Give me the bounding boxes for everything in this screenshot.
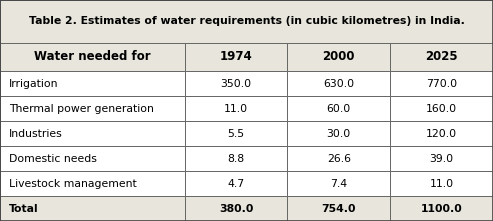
Bar [0, 196, 185, 221]
Bar [390, 71, 493, 96]
Bar [0, 96, 185, 121]
Text: 160.0: 160.0 [426, 104, 457, 114]
Text: Total: Total [9, 204, 38, 213]
Text: 770.0: 770.0 [426, 78, 457, 89]
Bar [390, 121, 493, 146]
Bar [0, 71, 185, 96]
Bar [287, 196, 390, 221]
Bar [390, 146, 493, 171]
Text: 5.5: 5.5 [228, 129, 245, 139]
Bar [390, 171, 493, 196]
Bar [390, 196, 493, 221]
Bar [185, 96, 287, 121]
Bar [287, 96, 390, 121]
Bar [185, 71, 287, 96]
Bar [185, 196, 287, 221]
Bar [390, 96, 493, 121]
Bar [287, 43, 390, 71]
Bar [287, 71, 390, 96]
Text: 630.0: 630.0 [323, 78, 354, 89]
Bar [390, 43, 493, 71]
Text: Industries: Industries [9, 129, 63, 139]
Text: Water needed for: Water needed for [34, 50, 151, 63]
Text: 4.7: 4.7 [228, 179, 245, 189]
Bar [0, 43, 185, 71]
Bar [0, 171, 185, 196]
Bar [185, 146, 287, 171]
Text: 11.0: 11.0 [429, 179, 454, 189]
Text: Livestock management: Livestock management [9, 179, 137, 189]
Text: 11.0: 11.0 [224, 104, 248, 114]
Text: 1974: 1974 [220, 50, 252, 63]
Bar [287, 171, 390, 196]
Bar [0, 121, 185, 146]
Text: 754.0: 754.0 [321, 204, 356, 213]
Text: 60.0: 60.0 [326, 104, 351, 114]
Text: Table 2. Estimates of water requirements (in cubic kilometres) in India.: Table 2. Estimates of water requirements… [29, 16, 464, 27]
Text: Domestic needs: Domestic needs [9, 154, 97, 164]
Bar [287, 146, 390, 171]
Bar [287, 121, 390, 146]
Text: 380.0: 380.0 [219, 204, 253, 213]
Text: 1100.0: 1100.0 [421, 204, 462, 213]
Text: 2025: 2025 [425, 50, 458, 63]
Bar [185, 121, 287, 146]
Bar [185, 171, 287, 196]
Text: 26.6: 26.6 [327, 154, 351, 164]
Text: 120.0: 120.0 [426, 129, 457, 139]
Bar [0, 0, 493, 43]
Text: 8.8: 8.8 [228, 154, 245, 164]
Text: 7.4: 7.4 [330, 179, 347, 189]
Bar [0, 146, 185, 171]
Text: 39.0: 39.0 [429, 154, 454, 164]
Text: 30.0: 30.0 [326, 129, 351, 139]
Text: 350.0: 350.0 [220, 78, 252, 89]
Text: 2000: 2000 [322, 50, 355, 63]
Bar [185, 43, 287, 71]
Text: Irrigation: Irrigation [9, 78, 58, 89]
Text: Thermal power generation: Thermal power generation [9, 104, 154, 114]
